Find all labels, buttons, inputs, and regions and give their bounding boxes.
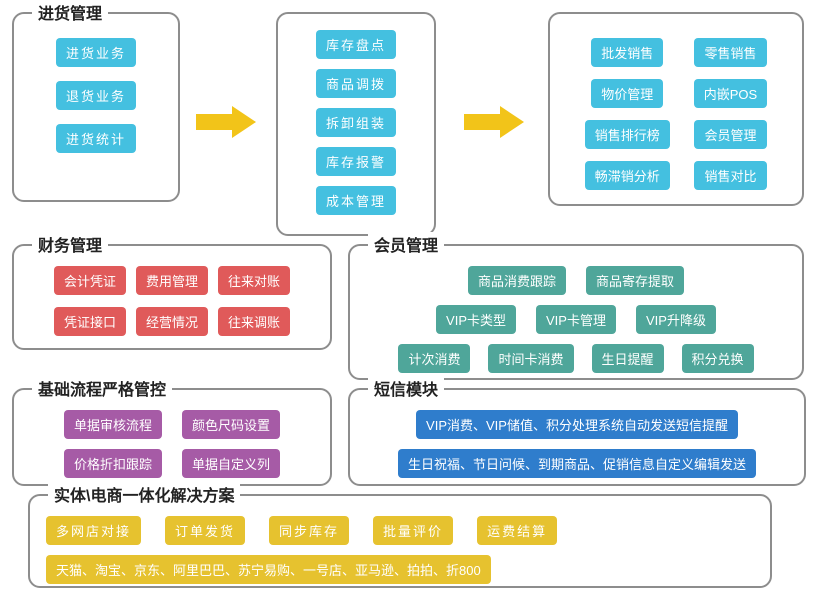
panel-finance: 财务管理 会计凭证费用管理往来对账 凭证接口经营情况往来调账	[12, 244, 332, 350]
panel-inventory: 库存盘点商品调拨拆卸组装库存报警成本管理	[276, 12, 436, 236]
finance-r1-2: 往来对账	[218, 266, 290, 295]
sales-right-item-2: 会员管理	[694, 120, 766, 149]
member-r3-0: 计次消费	[398, 344, 470, 373]
inbound-item-0: 进货业务	[56, 38, 136, 67]
sales-right-item-0: 零售销售	[694, 38, 766, 67]
panel-member: 会员管理 商品消费跟踪商品寄存提取 VIP卡类型VIP卡管理VIP升降级 计次消…	[348, 244, 804, 380]
ecommerce-line-2: 天猫、淘宝、京东、阿里巴巴、苏宁易购、一号店、亚马逊、拍拍、折800	[46, 555, 491, 584]
panel-ecommerce: 实体\电商一体化解决方案 多网店对接订单发货同步库存批量评价运费结算 天猫、淘宝…	[28, 494, 772, 588]
panel-finance-title: 财务管理	[32, 232, 108, 256]
sales-left-item-1: 物价管理	[591, 79, 663, 108]
basic-r1-0: 单据审核流程	[64, 410, 162, 439]
panel-basic-title: 基础流程严格管控	[32, 376, 172, 400]
arrow-1	[196, 104, 256, 140]
inventory-item-0: 库存盘点	[316, 30, 396, 59]
inventory-item-2: 拆卸组装	[316, 108, 396, 137]
panel-inbound-title: 进货管理	[32, 0, 108, 24]
sales-left-item-3: 畅滞销分析	[585, 161, 670, 190]
panel-sales: 批发销售物价管理销售排行榜畅滞销分析 零售销售内嵌POS 会员管理销售对比	[548, 12, 804, 206]
member-r2-0: VIP卡类型	[436, 305, 516, 334]
member-r2-1: VIP卡管理	[536, 305, 616, 334]
sales-right-item-1: 内嵌POS	[694, 79, 767, 108]
panel-sms: 短信模块 VIP消费、VIP储值、积分处理系统自动发送短信提醒 生日祝福、节日问…	[348, 388, 806, 486]
inventory-item-1: 商品调拨	[316, 69, 396, 98]
ecom-r1-3: 批量评价	[373, 516, 453, 545]
basic-r1-1: 颜色尺码设置	[182, 410, 280, 439]
panel-inbound: 进货管理 进货业务退货业务进货统计	[12, 12, 180, 202]
ecom-r1-1: 订单发货	[165, 516, 245, 545]
member-r2-2: VIP升降级	[636, 305, 716, 334]
finance-r2-2: 往来调账	[218, 307, 290, 336]
ecom-r1-2: 同步库存	[269, 516, 349, 545]
sales-left-item-2: 销售排行榜	[585, 120, 670, 149]
member-r3-2: 生日提醒	[592, 344, 664, 373]
arrow-2	[464, 104, 524, 140]
inbound-item-1: 退货业务	[56, 81, 136, 110]
finance-r1-0: 会计凭证	[54, 266, 126, 295]
sales-right-item-3: 销售对比	[694, 161, 766, 190]
finance-r1-1: 费用管理	[136, 266, 208, 295]
inbound-item-2: 进货统计	[56, 124, 136, 153]
ecom-r1-4: 运费结算	[477, 516, 557, 545]
panel-ecommerce-title: 实体\电商一体化解决方案	[48, 482, 240, 506]
basic-r2-1: 单据自定义列	[182, 449, 280, 478]
finance-r2-1: 经营情况	[136, 307, 208, 336]
sms-line-1: VIP消费、VIP储值、积分处理系统自动发送短信提醒	[416, 410, 738, 439]
sales-left-item-0: 批发销售	[591, 38, 663, 67]
member-r1-1: 商品寄存提取	[586, 266, 684, 295]
member-r3-3: 积分兑换	[682, 344, 754, 373]
member-r3-1: 时间卡消费	[488, 344, 573, 373]
inventory-item-4: 成本管理	[316, 186, 396, 215]
sms-line-2: 生日祝福、节日问候、到期商品、促销信息自定义编辑发送	[398, 449, 756, 478]
ecom-r1-0: 多网店对接	[46, 516, 141, 545]
inventory-item-3: 库存报警	[316, 147, 396, 176]
finance-r2-0: 凭证接口	[54, 307, 126, 336]
basic-r2-0: 价格折扣跟踪	[64, 449, 162, 478]
panel-basic: 基础流程严格管控 单据审核流程颜色尺码设置 价格折扣跟踪单据自定义列	[12, 388, 332, 486]
panel-member-title: 会员管理	[368, 232, 444, 256]
member-r1-0: 商品消费跟踪	[468, 266, 566, 295]
panel-sms-title: 短信模块	[368, 376, 444, 400]
